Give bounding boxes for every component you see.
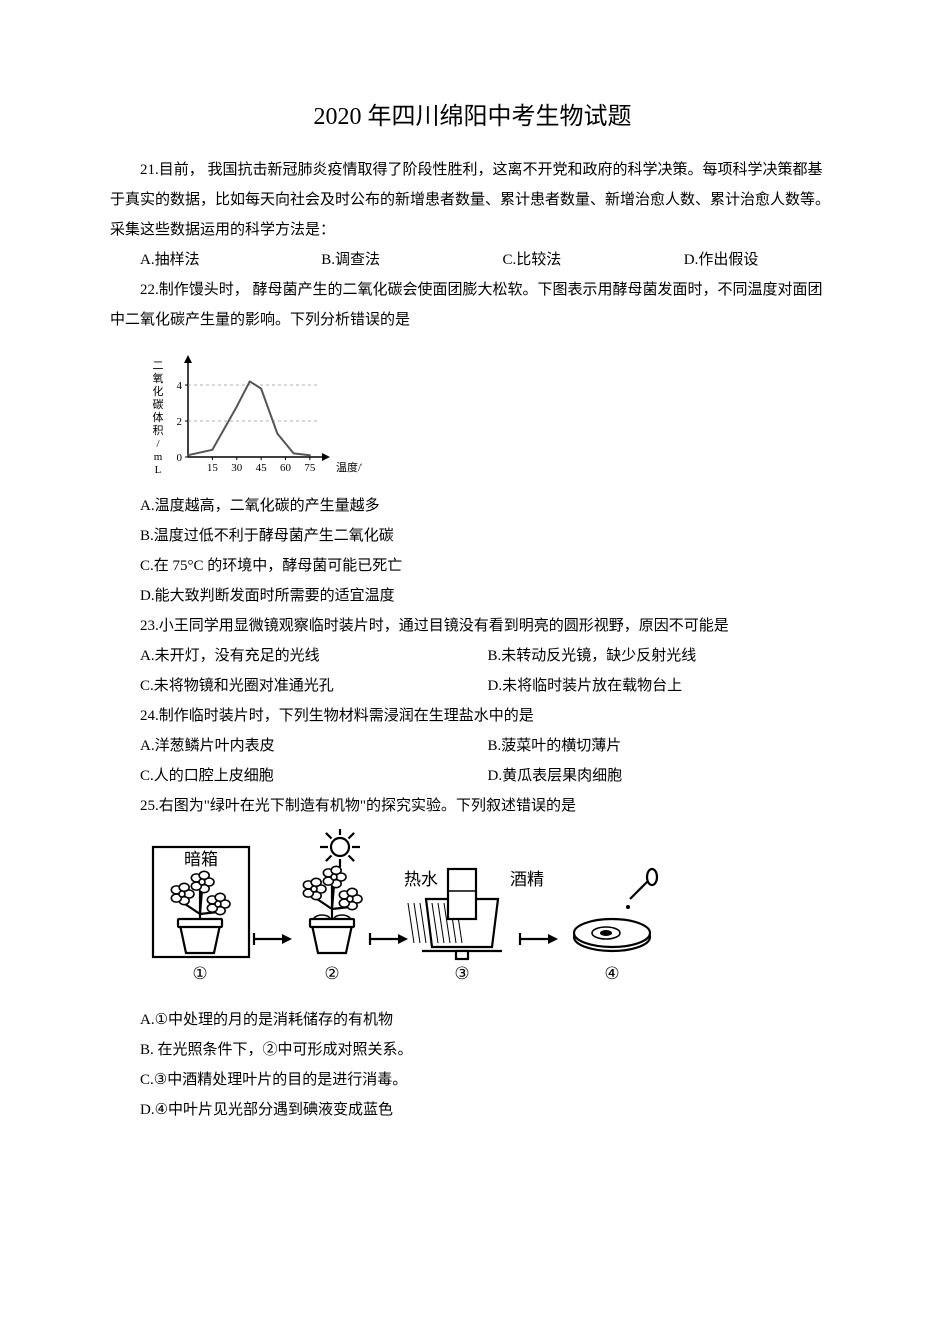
- q24-opt-d: D.黄瓜表层果肉细胞: [488, 761, 836, 791]
- svg-text:②: ②: [324, 964, 339, 983]
- page: 2020 年四川绵阳中考生物试题 21.目前， 我国抗击新冠肺炎疫情取得了阶段性…: [0, 0, 945, 1185]
- q22-opt-d: D.能大致判断发面时所需要的适宜温度: [110, 581, 835, 611]
- svg-text:暗箱: 暗箱: [184, 850, 218, 869]
- q22-chart-svg: 0 2 4 15 30 45 60 75 温度/℃ 二氧化碳体积/mL: [142, 345, 362, 485]
- q25-opt-a: A.①中处理的月的是消耗储存的有机物: [110, 1005, 835, 1035]
- q23-opt-c: C.未将物镜和光圈对准通光孔: [140, 671, 488, 701]
- svg-text:/: /: [156, 438, 160, 450]
- q25-diagram-svg: 暗箱 ① ② 热水 酒精 ③ ④: [142, 829, 682, 999]
- svg-text:L: L: [155, 464, 162, 476]
- svg-text:氧: 氧: [153, 371, 164, 385]
- q23-row1: A.未开灯，没有充足的光线 B.未转动反光镜，缺少反射光线: [110, 641, 835, 671]
- q25-stem: 25.右图为"绿叶在光下制造有机物"的探究实验。下列叙述错误的是: [110, 791, 835, 821]
- q21-opt-b: B.调查法: [291, 245, 472, 275]
- q21-stem: 21.目前， 我国抗击新冠肺炎疫情取得了阶段性胜利，这离不开党和政府的科学决策。…: [110, 155, 835, 245]
- q21-opt-d: D.作出假设: [654, 245, 835, 275]
- svg-text:4: 4: [177, 380, 183, 392]
- svg-text:60: 60: [280, 462, 292, 474]
- svg-text:酒精: 酒精: [510, 870, 544, 889]
- q25-opt-c: C.③中酒精处理叶片的目的是进行消毒。: [110, 1065, 835, 1095]
- svg-text:75: 75: [304, 462, 316, 474]
- svg-text:m: m: [154, 451, 163, 463]
- svg-text:①: ①: [192, 964, 207, 983]
- q23-stem: 23.小王同学用显微镜观察临时装片时，通过目镜没有看到明亮的圆形视野，原因不可能…: [110, 611, 835, 641]
- q22-opt-b: B.温度过低不利于酵母菌产生二氧化碳: [110, 521, 835, 551]
- svg-text:碳: 碳: [153, 397, 164, 411]
- q21-opt-a: A.抽样法: [110, 245, 291, 275]
- svg-text:2: 2: [177, 416, 183, 428]
- svg-text:0: 0: [177, 452, 183, 464]
- q24-opt-a: A.洋葱鳞片叶内表皮: [140, 731, 488, 761]
- svg-text:积: 积: [153, 424, 164, 437]
- q24-stem: 24.制作临时装片时，下列生物材料需浸润在生理盐水中的是: [110, 701, 835, 731]
- q23-opt-b: B.未转动反光镜，缺少反射光线: [488, 641, 836, 671]
- q23-opt-a: A.未开灯，没有充足的光线: [140, 641, 488, 671]
- q22-opt-c: C.在 75°C 的环境中，酵母菌可能已死亡: [110, 551, 835, 581]
- svg-text:二: 二: [153, 360, 164, 372]
- svg-text:温度/℃: 温度/℃: [336, 460, 362, 474]
- q24-opt-c: C.人的口腔上皮细胞: [140, 761, 488, 791]
- svg-text:热水: 热水: [404, 870, 438, 889]
- page-title: 2020 年四川绵阳中考生物试题: [110, 96, 835, 131]
- svg-text:③: ③: [454, 964, 469, 983]
- svg-text:体: 体: [153, 410, 164, 424]
- q21-opt-c: C.比较法: [473, 245, 654, 275]
- q24-opt-b: B.菠菜叶的横切薄片: [488, 731, 836, 761]
- svg-text:30: 30: [231, 462, 243, 474]
- q25-opt-d: D.④中叶片见光部分遇到碘液变成蓝色: [110, 1095, 835, 1125]
- svg-text:④: ④: [604, 964, 619, 983]
- q23-row2: C.未将物镜和光圈对准通光孔 D.未将临时装片放在载物台上: [110, 671, 835, 701]
- q22-stem: 22.制作馒头时， 酵母菌产生的二氧化碳会使面团膨大松软。下图表示用酵母菌发面时…: [110, 275, 835, 335]
- q23-opt-d: D.未将临时装片放在载物台上: [488, 671, 836, 701]
- q25-opt-b: B. 在光照条件下，②中可形成对照关系。: [110, 1035, 835, 1065]
- q24-row1: A.洋葱鳞片叶内表皮 B.菠菜叶的横切薄片: [110, 731, 835, 761]
- svg-text:化: 化: [153, 384, 164, 398]
- svg-text:45: 45: [256, 462, 268, 474]
- svg-text:15: 15: [207, 462, 219, 474]
- q22-chart: 0 2 4 15 30 45 60 75 温度/℃ 二氧化碳体积/mL: [142, 345, 835, 485]
- q25-diagram: 暗箱 ① ② 热水 酒精 ③ ④: [142, 829, 835, 999]
- q21-options: A.抽样法 B.调查法 C.比较法 D.作出假设: [110, 245, 835, 275]
- q22-opt-a: A.温度越高，二氧化碳的产生量越多: [110, 491, 835, 521]
- q24-row2: C.人的口腔上皮细胞 D.黄瓜表层果肉细胞: [110, 761, 835, 791]
